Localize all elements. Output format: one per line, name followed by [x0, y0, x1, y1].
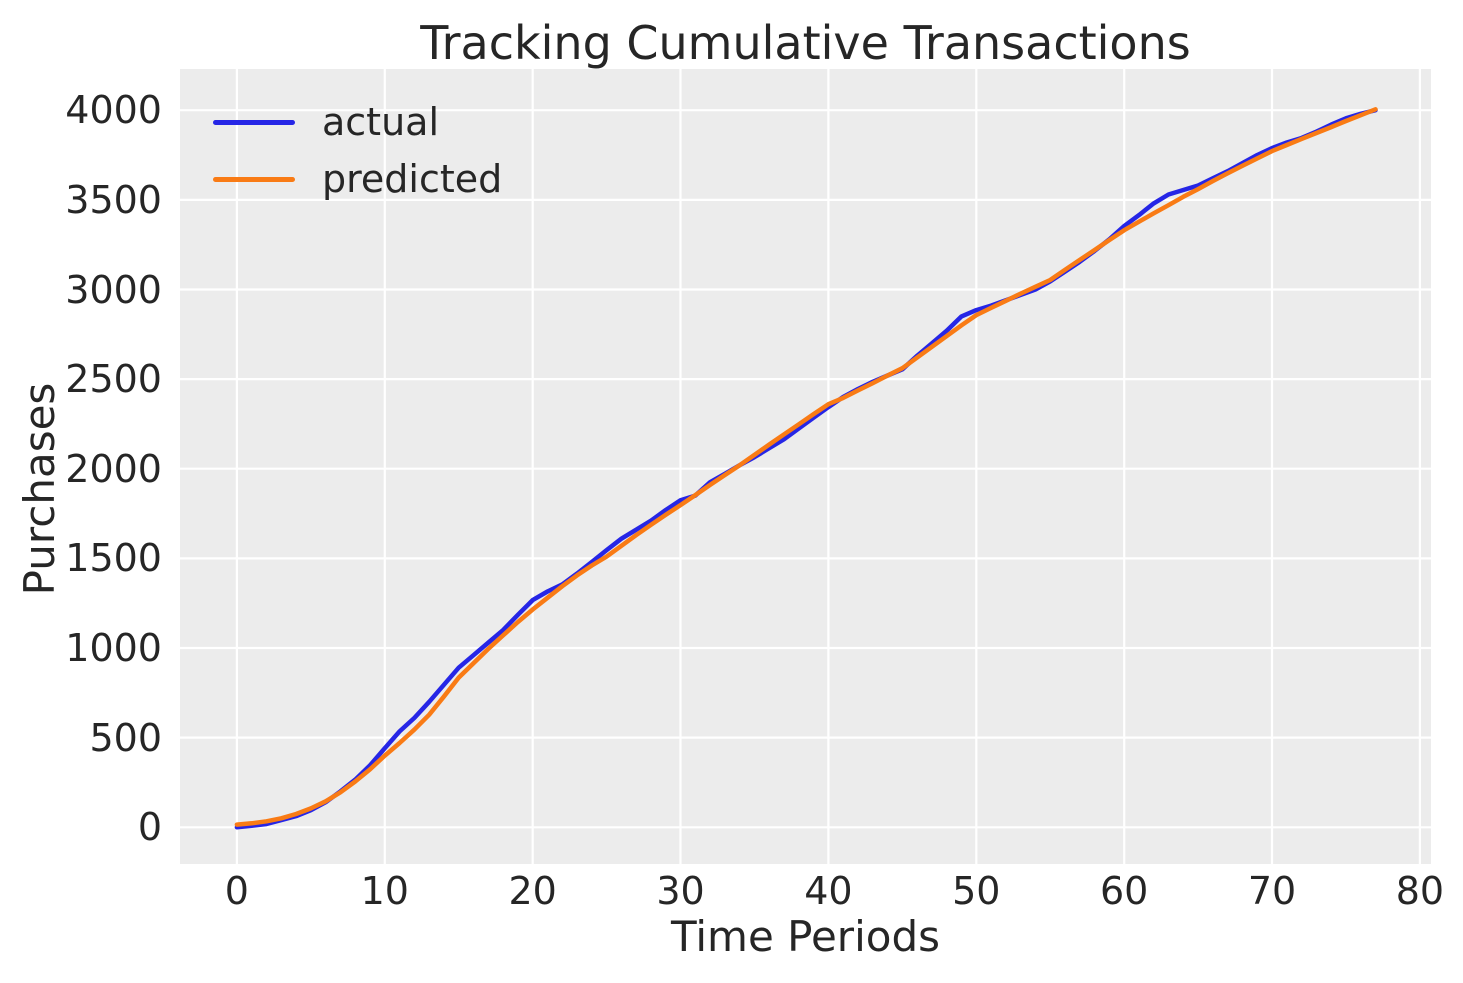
legend-row-predicted: predicted	[213, 159, 502, 199]
y-tick-label: 0	[137, 805, 162, 850]
x-tick-label: 50	[952, 869, 1001, 913]
y-tick-label: 500	[89, 715, 162, 760]
x-tick-label: 30	[656, 869, 705, 913]
legend-row-actual: actual	[213, 102, 502, 142]
series-line-predicted	[234, 107, 1378, 827]
y-tick-label: 3000	[65, 267, 162, 312]
x-tick-label: 0	[224, 869, 249, 913]
legend-swatch-predicted	[213, 176, 295, 182]
x-tick-label: 80	[1395, 869, 1445, 913]
legend: actual predicted	[213, 102, 502, 199]
y-tick-label: 2000	[65, 446, 162, 491]
y-tick-label: 1500	[65, 536, 162, 581]
x-tick-label: 20	[508, 869, 557, 913]
chart-title: Tracking Cumulative Transactions	[420, 16, 1191, 70]
series-line-actual	[234, 107, 1378, 830]
legend-swatch-actual	[213, 119, 295, 125]
y-tick-label: 2500	[65, 357, 162, 402]
y-tick-label: 4000	[65, 88, 162, 133]
x-tick-label: 60	[1100, 869, 1149, 913]
x-tick-label: 10	[360, 869, 409, 913]
plot-background	[180, 69, 1431, 864]
x-tick-label: 40	[804, 869, 853, 913]
x-tick-label: 70	[1247, 869, 1297, 913]
legend-label: predicted	[322, 157, 503, 201]
legend-label: actual	[322, 100, 440, 144]
y-tick-label: 3500	[65, 177, 162, 222]
y-tick-label: 1000	[65, 626, 162, 670]
x-axis-label: Time Periods	[671, 912, 940, 961]
